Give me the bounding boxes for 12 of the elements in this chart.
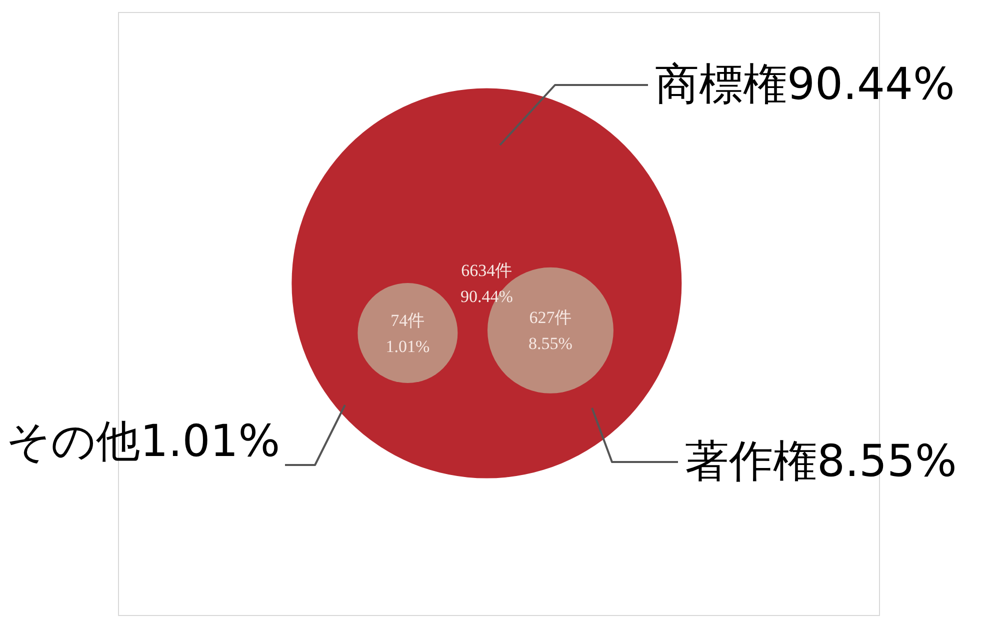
text: 90.44% [460, 287, 513, 306]
text: 1.01% [386, 337, 430, 356]
data-label: 6634件 [461, 261, 512, 280]
category-label: その他 [6, 416, 140, 467]
data-label: 90.44% [787, 59, 955, 110]
text: 8.55% [528, 334, 572, 354]
data-label: 627件 [529, 308, 572, 328]
data-label: 8.55% [817, 436, 957, 487]
category-label: 著作権 [685, 436, 817, 487]
data-label: 74件 [390, 311, 425, 330]
data-label: 1.01% [140, 416, 280, 467]
category-label: 商標権 [655, 59, 787, 110]
